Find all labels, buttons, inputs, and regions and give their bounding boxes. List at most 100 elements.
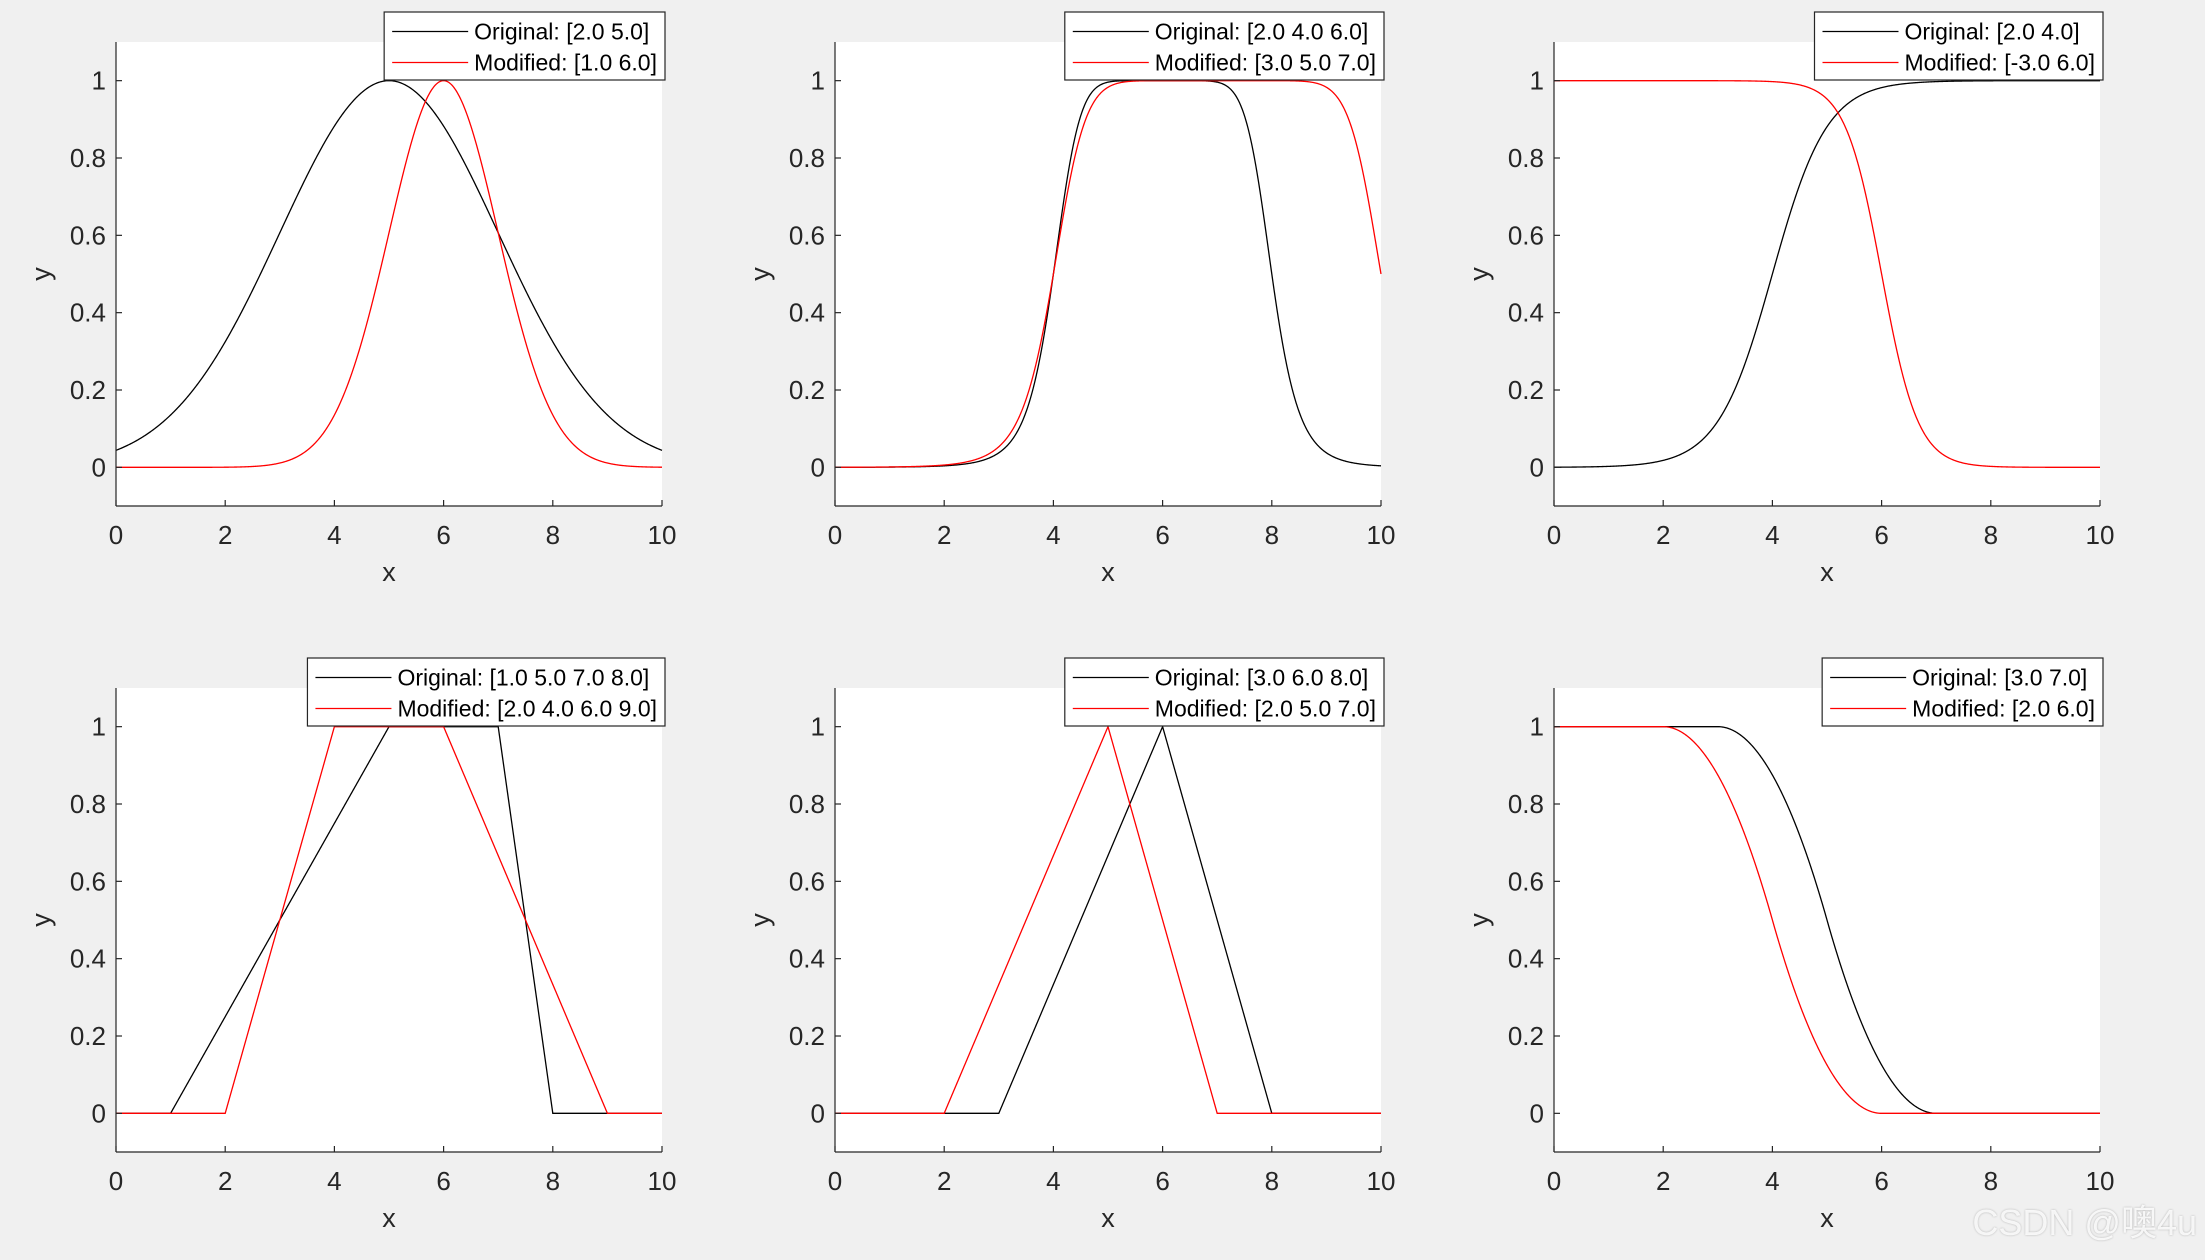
x-axis-label: x	[1820, 557, 1834, 587]
x-tick-label: 8	[546, 1166, 560, 1196]
y-tick-label: 1	[1530, 712, 1544, 742]
x-tick-label: 4	[1765, 520, 1779, 550]
y-tick-label: 0.6	[789, 866, 825, 896]
y-tick-label: 0.6	[70, 866, 106, 896]
x-tick-label: 10	[648, 520, 677, 550]
y-axis-label: y	[745, 267, 775, 281]
x-tick-label: 4	[1046, 1166, 1060, 1196]
legend-entry-label: Modified: [2.0 6.0]	[1912, 696, 2095, 722]
modified-series-line	[1554, 80, 2100, 468]
x-axis-label: x	[1101, 557, 1115, 587]
x-tick-label: 2	[218, 1166, 232, 1196]
subplot-6: 0 2 4 6 8 10 0 0.2 0.4 0.6 0.8 1 x y Original: [3.0 7.…	[1464, 657, 2115, 1233]
y-tick-label: 0	[92, 452, 106, 482]
y-tick-label: 1	[811, 712, 825, 742]
modified-series-line	[116, 80, 662, 468]
legend-box	[1821, 657, 2104, 727]
x-tick-label: 2	[1656, 1166, 1670, 1196]
legend: Original: [1.0 5.0 7.0 8.0] Modified: [2.…	[306, 657, 666, 727]
y-tick-label: 0.6	[1508, 866, 1544, 896]
x-tick-label: 6	[1155, 520, 1169, 550]
x-tick-label: 8	[1984, 520, 1998, 550]
y-tick-label: 0.4	[70, 298, 106, 328]
subplot-4: 0 2 4 6 8 10 0 0.2 0.4 0.6 0.8 1 x y Original: [1.0 5.…	[26, 657, 677, 1233]
x-tick-label: 10	[1367, 1166, 1396, 1196]
legend-entry-label: Original: [2.0 4.0 6.0]	[1155, 19, 1369, 45]
x-tick-label: 6	[1874, 520, 1888, 550]
legend-entry-label: Original: [1.0 5.0 7.0 8.0]	[397, 665, 649, 691]
x-tick-label: 0	[1547, 1166, 1561, 1196]
y-tick-label: 0.4	[789, 298, 825, 328]
legend: Original: [3.0 6.0 8.0] Modified: [2.0 5.…	[1064, 657, 1385, 727]
x-tick-label: 4	[327, 1166, 341, 1196]
x-tick-label: 6	[1155, 1166, 1169, 1196]
legend-box	[306, 657, 666, 727]
x-tick-label: 2	[1656, 520, 1670, 550]
modified-series-line	[835, 724, 1381, 1114]
plot-area	[835, 42, 1381, 506]
modified-series-line	[835, 80, 1382, 468]
legend-entry-label: Original: [3.0 7.0]	[1912, 665, 2087, 691]
x-tick-label: 10	[1367, 520, 1396, 550]
x-tick-label: 8	[1265, 520, 1279, 550]
y-axis-label: y	[1464, 267, 1494, 281]
x-tick-label: 10	[648, 1166, 677, 1196]
y-tick-label: 0.8	[789, 143, 825, 173]
y-tick-label: 0.4	[70, 944, 106, 974]
original-series-line	[1554, 80, 2100, 468]
y-tick-label: 0.8	[70, 789, 106, 819]
x-tick-label: 4	[1765, 1166, 1779, 1196]
x-tick-label: 6	[1874, 1166, 1888, 1196]
x-tick-label: 4	[1046, 520, 1060, 550]
x-axis-label: x	[382, 1203, 396, 1233]
y-tick-label: 0.2	[70, 1021, 106, 1051]
x-tick-label: 6	[436, 1166, 450, 1196]
y-tick-label: 0.2	[789, 1021, 825, 1051]
legend-entry-label: Modified: [2.0 5.0 7.0]	[1155, 696, 1376, 722]
legend: Original: [2.0 4.0] Modified: [-3.0 6.0]	[1813, 11, 2104, 81]
y-tick-label: 0.2	[70, 375, 106, 405]
modified-series-line	[1554, 726, 2100, 1114]
y-axis-label: y	[26, 267, 56, 281]
y-tick-label: 1	[92, 712, 106, 742]
legend-entry-label: Modified: [2.0 4.0 6.0 9.0]	[397, 696, 657, 722]
y-axis-label: y	[26, 913, 56, 927]
y-tick-label: 0.2	[1508, 375, 1544, 405]
x-tick-label: 4	[327, 520, 341, 550]
y-tick-label: 1	[1530, 66, 1544, 96]
x-tick-label: 2	[937, 1166, 951, 1196]
y-tick-label: 0	[92, 1098, 106, 1128]
x-tick-label: 0	[109, 1166, 123, 1196]
x-tick-label: 0	[828, 1166, 842, 1196]
y-axis-label: y	[1464, 913, 1494, 927]
legend-box	[1064, 657, 1385, 727]
y-axis-label: y	[745, 913, 775, 927]
y-tick-label: 0	[1530, 1098, 1544, 1128]
legend-box	[1813, 11, 2104, 81]
x-axis-label: x	[1820, 1203, 1834, 1233]
y-tick-label: 0	[811, 1098, 825, 1128]
x-tick-label: 0	[828, 520, 842, 550]
plot-area	[116, 688, 662, 1152]
y-tick-label: 0.8	[1508, 789, 1544, 819]
x-tick-label: 10	[2086, 1166, 2115, 1196]
y-tick-label: 0.6	[1508, 220, 1544, 250]
legend-entry-label: Modified: [1.0 6.0]	[474, 50, 657, 76]
y-tick-label: 0.6	[789, 220, 825, 250]
x-tick-label: 8	[546, 520, 560, 550]
y-tick-label: 1	[92, 66, 106, 96]
watermark: CSDN @噢4u	[1972, 1202, 2197, 1243]
plot-area	[835, 688, 1381, 1152]
subplot-1: 0 2 4 6 8 10 0 0.2 0.4 0.6 0.8 1 x y Original: [2.0 5.…	[26, 11, 677, 587]
x-tick-label: 2	[937, 520, 951, 550]
legend: Original: [2.0 4.0 6.0] Modified: [3.0 5.…	[1064, 11, 1385, 81]
y-tick-label: 0.8	[789, 789, 825, 819]
x-tick-label: 8	[1984, 1166, 1998, 1196]
y-tick-label: 0	[1530, 452, 1544, 482]
legend-entry-label: Original: [2.0 5.0]	[474, 19, 649, 45]
y-tick-label: 0.8	[1508, 143, 1544, 173]
legend: Original: [3.0 7.0] Modified: [2.0 6.0]	[1821, 657, 2104, 727]
x-tick-label: 10	[2086, 520, 2115, 550]
subplot-2: 0 2 4 6 8 10 0 0.2 0.4 0.6 0.8 1 x y Original: [2.0 4.…	[745, 11, 1396, 587]
